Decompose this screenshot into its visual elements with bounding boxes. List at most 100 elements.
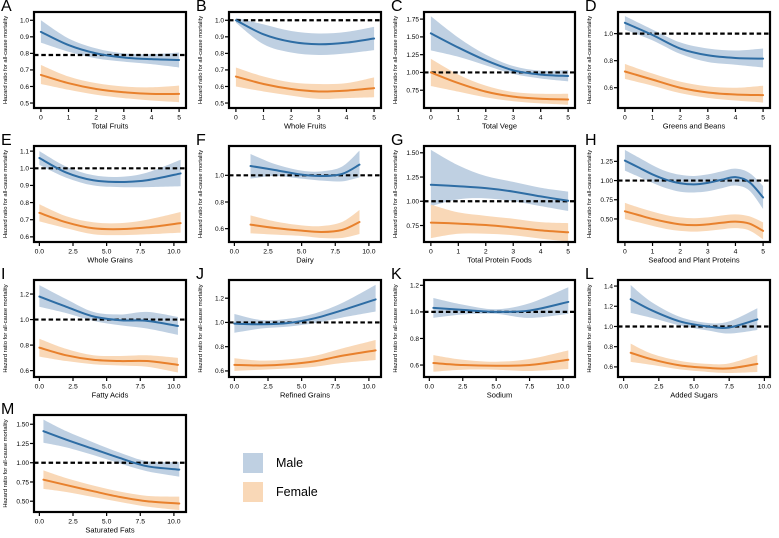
svg-text:Total Protein Foods: Total Protein Foods [467, 256, 532, 265]
svg-text:0.75: 0.75 [406, 88, 419, 95]
svg-text:0.0: 0.0 [230, 384, 240, 391]
svg-text:0.0: 0.0 [425, 384, 435, 391]
svg-text:0: 0 [623, 249, 627, 256]
svg-text:0.6: 0.6 [20, 84, 29, 91]
svg-text:4: 4 [539, 115, 543, 122]
svg-text:0.75: 0.75 [600, 197, 613, 204]
svg-text:0: 0 [623, 115, 627, 122]
svg-text:1.2: 1.2 [604, 304, 613, 311]
svg-text:1.0: 1.0 [20, 18, 29, 25]
svg-text:5: 5 [566, 115, 570, 122]
svg-text:2.5: 2.5 [68, 519, 78, 526]
svg-text:5.0: 5.0 [491, 384, 501, 391]
svg-text:1.00: 1.00 [16, 460, 29, 467]
svg-text:5: 5 [177, 115, 181, 122]
svg-text:2.5: 2.5 [263, 249, 273, 256]
svg-text:1.00: 1.00 [406, 199, 419, 206]
svg-text:0.8: 0.8 [410, 336, 419, 343]
svg-text:5: 5 [761, 249, 765, 256]
svg-text:Seafood and Plant Proteins: Seafood and Plant Proteins [648, 256, 740, 265]
svg-text:10.0: 10.0 [556, 384, 569, 391]
svg-text:0.6: 0.6 [604, 364, 613, 371]
svg-text:5.0: 5.0 [689, 384, 699, 391]
svg-text:4: 4 [734, 115, 738, 122]
svg-text:2.5: 2.5 [654, 384, 664, 391]
svg-text:0.6: 0.6 [410, 362, 419, 369]
svg-text:1.0: 1.0 [20, 166, 29, 173]
svg-text:1: 1 [67, 115, 71, 122]
svg-text:1.0: 1.0 [215, 320, 224, 327]
svg-text:4: 4 [150, 115, 154, 122]
svg-text:1: 1 [651, 249, 655, 256]
svg-text:0: 0 [429, 115, 433, 122]
svg-text:0.75: 0.75 [16, 479, 29, 486]
panel-letter-C: C [391, 0, 403, 15]
svg-text:Greens and Beans: Greens and Beans [663, 122, 726, 131]
panel-letter-J: J [196, 266, 204, 283]
svg-text:1: 1 [651, 115, 655, 122]
svg-text:2: 2 [678, 115, 682, 122]
svg-text:7.5: 7.5 [724, 384, 734, 391]
panel-letter-K: K [391, 266, 402, 283]
svg-text:3: 3 [317, 115, 321, 122]
svg-text:Saturated Fats: Saturated Fats [85, 526, 134, 535]
svg-text:7.5: 7.5 [331, 249, 341, 256]
svg-text:1.25: 1.25 [600, 159, 613, 166]
svg-text:0.7: 0.7 [215, 67, 224, 74]
svg-text:Hazard ratio for all-cause mor: Hazard ratio for all-cause mortality [393, 284, 399, 372]
svg-text:1: 1 [456, 115, 460, 122]
svg-text:5.0: 5.0 [297, 249, 307, 256]
panel-letter-D: D [585, 0, 597, 15]
svg-text:2: 2 [94, 115, 98, 122]
svg-text:Sodium: Sodium [487, 391, 512, 400]
svg-text:1.0: 1.0 [20, 317, 29, 324]
panel-letter-E: E [1, 132, 12, 149]
svg-text:7.5: 7.5 [136, 384, 146, 391]
svg-text:3: 3 [511, 249, 515, 256]
svg-text:10.0: 10.0 [167, 519, 180, 526]
svg-text:0.0: 0.0 [35, 384, 45, 391]
svg-text:7.5: 7.5 [525, 384, 535, 391]
svg-text:0.6: 0.6 [20, 368, 29, 375]
svg-text:0.7: 0.7 [20, 217, 29, 224]
svg-text:5: 5 [566, 249, 570, 256]
panel-letter-A: A [1, 0, 12, 15]
panel-letter-M: M [1, 401, 15, 418]
svg-text:Hazard ratio for all-cause mor: Hazard ratio for all-cause mortality [3, 419, 9, 507]
svg-text:0.7: 0.7 [20, 67, 29, 74]
svg-text:Total Fruits: Total Fruits [92, 122, 129, 131]
svg-text:Total Vege: Total Vege [482, 122, 517, 131]
svg-text:0.6: 0.6 [215, 368, 224, 375]
svg-text:1.25: 1.25 [406, 52, 419, 59]
svg-text:7.5: 7.5 [331, 384, 341, 391]
svg-text:3: 3 [706, 249, 710, 256]
svg-text:2: 2 [484, 249, 488, 256]
svg-text:5: 5 [761, 115, 765, 122]
svg-text:1: 1 [262, 115, 266, 122]
svg-text:Hazard ratio for all-cause mor: Hazard ratio for all-cause mortality [198, 16, 204, 104]
svg-text:0.50: 0.50 [600, 216, 613, 223]
panel-A: A 0 1 2 3 4 5 0.5 0.6 0.7 0.8 0.9 1.0 Total Fruits Ha… [0, 0, 195, 134]
svg-text:Whole Fruits: Whole Fruits [284, 122, 326, 131]
svg-text:Hazard ratio for all-cause mor: Hazard ratio for all-cause mortality [587, 284, 593, 372]
svg-text:3: 3 [122, 115, 126, 122]
panel-letter-G: G [391, 132, 404, 149]
panel-letter-I: I [1, 266, 6, 283]
svg-text:3: 3 [706, 115, 710, 122]
svg-text:2.5: 2.5 [68, 249, 78, 256]
svg-text:1.2: 1.2 [20, 291, 29, 298]
svg-text:10.0: 10.0 [758, 384, 771, 391]
panel-letter-F: F [196, 132, 206, 149]
svg-text:0.6: 0.6 [20, 234, 29, 241]
svg-text:0.8: 0.8 [20, 200, 29, 207]
svg-text:4: 4 [345, 115, 349, 122]
panel-letter-H: H [585, 132, 597, 149]
svg-text:2: 2 [678, 249, 682, 256]
panel-E: E 0.0 2.5 5.0 7.5 10.0 0.6 0.7 0.8 0.9 1.0 1.1 Whol… [0, 132, 195, 268]
svg-text:1.75: 1.75 [406, 16, 419, 23]
svg-text:1.00: 1.00 [406, 70, 419, 77]
svg-text:5: 5 [372, 115, 376, 122]
svg-text:0.6: 0.6 [215, 226, 224, 233]
svg-text:10.0: 10.0 [362, 249, 375, 256]
legend: Male Female [195, 403, 584, 538]
